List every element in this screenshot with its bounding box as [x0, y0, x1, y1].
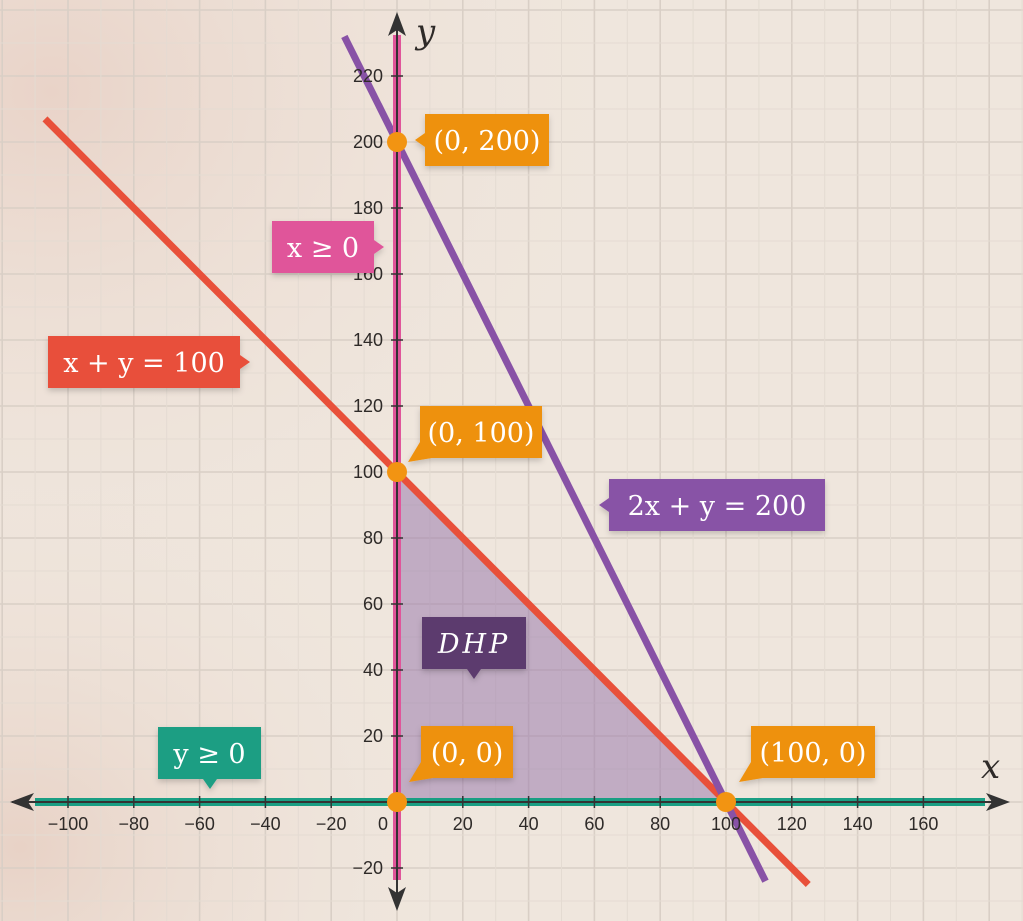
x-tick-label: 120 — [777, 814, 807, 834]
callout-text: 2x + y = 200 — [628, 491, 807, 522]
callout-pointer — [599, 498, 609, 512]
x-tick-label: −40 — [250, 814, 281, 834]
label-point-0-0: (0, 0) — [409, 726, 513, 782]
callout-box — [422, 617, 526, 669]
callout-text: DHP — [437, 629, 510, 660]
callout-pointer — [739, 762, 763, 782]
label-x-plus-y: x + y = 100 — [48, 336, 250, 388]
callout-pointer — [203, 779, 217, 789]
x-tick-label: 100 — [711, 814, 741, 834]
point-marker — [387, 132, 407, 152]
series-line-x-plus-y — [42, 116, 811, 887]
y-axis-arrow-down — [388, 887, 406, 911]
x-axis-arrow-left — [10, 793, 34, 811]
axes: xy — [10, 12, 1010, 911]
x-tick-label: −100 — [48, 814, 89, 834]
y-tick-label: 220 — [353, 66, 383, 86]
y-tick-label: −20 — [352, 858, 383, 878]
callout-pointer — [240, 355, 250, 369]
callout-box — [609, 479, 825, 531]
callout-box — [48, 336, 240, 388]
y-tick-label: 20 — [363, 726, 383, 746]
callout-text: x + y = 100 — [63, 348, 225, 379]
label-point-100-0: (100, 0) — [739, 726, 875, 782]
callout-text: y ≥ 0 — [172, 739, 245, 770]
y-axis-arrow-up — [388, 12, 406, 36]
callout-text: (0, 200) — [434, 126, 541, 157]
x-tick-label: 160 — [908, 814, 938, 834]
y-tick-label: 60 — [363, 594, 383, 614]
tick-labels: −100 −80 −60 −40 −20 0 20 40 60 80 100 120 140 160 −20… — [48, 66, 939, 878]
point-marker — [716, 792, 736, 812]
callout-pointer — [409, 762, 433, 782]
point-marker — [387, 792, 407, 812]
callout-box — [158, 727, 261, 779]
x-tick-label: 140 — [843, 814, 873, 834]
callout-pointer — [408, 442, 432, 462]
callout-box — [272, 221, 374, 273]
callout-text: (0, 0) — [431, 738, 504, 769]
callout-text: (0, 100) — [428, 418, 535, 449]
x-tick-label: 0 — [378, 814, 388, 834]
x-axis-label: x — [981, 747, 1000, 787]
callout-box — [421, 726, 513, 778]
annotations-layer: x + y = 100 2x + y = 200 x ≥ 0 y ≥ 0 DHP (0, … — [48, 114, 875, 789]
x-axis-arrow-right — [986, 793, 1010, 811]
callout-box — [425, 114, 549, 166]
x-tick-label: 80 — [650, 814, 670, 834]
x-tick-label: 60 — [584, 814, 604, 834]
y-tick-label: 120 — [353, 396, 383, 416]
y-tick-label: 100 — [353, 462, 383, 482]
y-axis-label: y — [414, 12, 436, 52]
callout-box — [420, 406, 542, 458]
y-tick-label: 180 — [353, 198, 383, 218]
x-tick-label: −60 — [184, 814, 215, 834]
y-tick-label: 200 — [353, 132, 383, 152]
x-tick-label: 20 — [453, 814, 473, 834]
y-tick-label: 140 — [353, 330, 383, 350]
label-2x-plus-y: 2x + y = 200 — [599, 479, 825, 531]
callout-pointer — [374, 240, 384, 254]
callout-box — [751, 726, 875, 778]
points-layer — [387, 132, 736, 812]
x-tick-label: −20 — [316, 814, 347, 834]
label-y-ge-0: y ≥ 0 — [158, 727, 261, 789]
y-tick-label: 80 — [363, 528, 383, 548]
label-point-0-100: (0, 100) — [408, 406, 542, 462]
callout-text: x ≥ 0 — [287, 233, 359, 264]
label-dhp: DHP — [422, 617, 526, 679]
x-tick-label: 40 — [519, 814, 539, 834]
point-marker — [387, 462, 407, 482]
series-line-2x-plus-y — [341, 34, 769, 883]
callout-text: (100, 0) — [760, 738, 867, 769]
callout-pointer — [415, 133, 425, 147]
label-x-ge-0: x ≥ 0 — [272, 221, 384, 273]
x-tick-label: −80 — [119, 814, 150, 834]
label-point-0-200: (0, 200) — [415, 114, 549, 166]
callout-pointer — [467, 669, 481, 679]
y-tick-label: 40 — [363, 660, 383, 680]
